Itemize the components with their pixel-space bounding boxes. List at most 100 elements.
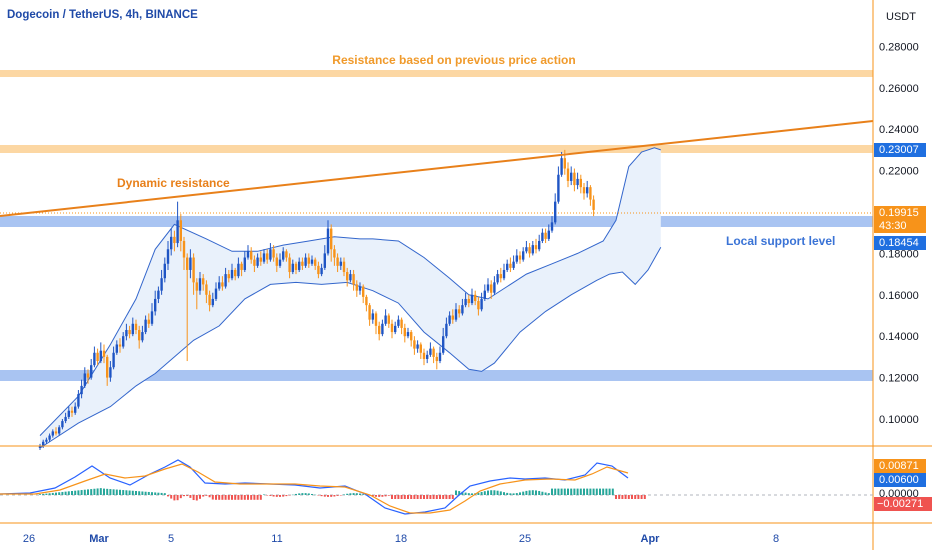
- candle-body: [211, 298, 214, 306]
- candle-body: [218, 282, 221, 289]
- candles-group: [38, 149, 595, 451]
- candle-body: [320, 267, 323, 275]
- candle-body: [227, 274, 230, 279]
- macd-histogram-bar: [592, 488, 595, 495]
- candle-body: [192, 257, 195, 283]
- macd-histogram-bar: [416, 495, 419, 499]
- time-tick-label: 11: [271, 533, 282, 545]
- macd-histogram-bar: [371, 495, 374, 497]
- dynamic-resistance-trendline[interactable]: [0, 120, 874, 217]
- macd-histogram-bar: [391, 495, 393, 499]
- candle-body: [256, 257, 259, 266]
- time-tick-label: 8: [773, 533, 779, 545]
- macd-histogram-bar: [208, 495, 211, 498]
- macd-histogram-bar: [64, 491, 67, 495]
- candle-body: [413, 340, 416, 349]
- candle-body: [93, 352, 96, 366]
- macd-histogram-bar: [112, 489, 115, 495]
- candle-body: [467, 298, 470, 304]
- candle-body: [141, 332, 144, 341]
- macd-histogram-bar: [599, 488, 601, 495]
- candle-body: [394, 325, 397, 333]
- macd-histogram-bar: [352, 493, 355, 495]
- macd-histogram-bar: [55, 492, 57, 495]
- macd-histogram-bar: [323, 495, 326, 497]
- candle-body: [448, 315, 451, 324]
- candle-body: [224, 274, 227, 287]
- macd-histogram-bar: [439, 495, 441, 499]
- macd-histogram-bar: [611, 488, 614, 495]
- candle-body: [173, 236, 176, 244]
- macd-histogram-bar: [426, 495, 429, 499]
- candle-body: [250, 251, 253, 260]
- macd-histogram-bar: [387, 495, 390, 496]
- macd-histogram-bar: [128, 490, 131, 495]
- macd-histogram-bar: [151, 492, 153, 495]
- macd-histogram-bar: [349, 493, 352, 495]
- macd-line: [0, 459, 629, 515]
- macd-histogram-bar: [634, 495, 637, 499]
- time-tick-label: 26: [23, 533, 35, 545]
- candle-body: [253, 259, 256, 266]
- macd-histogram-bar: [627, 495, 630, 499]
- price-tick-label: 0.28000: [879, 41, 919, 53]
- candle-body: [342, 261, 346, 273]
- macd-histogram-bar: [407, 495, 409, 499]
- macd-histogram-bar: [42, 493, 45, 495]
- price-tick-label: 0.18000: [879, 248, 919, 260]
- candle-body: [528, 247, 531, 254]
- macd-histogram-bar: [125, 490, 128, 495]
- macd-histogram-bar: [119, 489, 121, 495]
- macd-histogram-bar: [496, 490, 499, 495]
- candle-body: [205, 284, 208, 295]
- candle-body: [304, 257, 307, 266]
- macd-histogram-bar: [131, 490, 134, 495]
- candle-body: [422, 352, 426, 359]
- price-tick-label: 0.22000: [879, 166, 919, 178]
- candle-body: [570, 172, 573, 181]
- candle-body: [493, 282, 496, 293]
- macd-histogram-bar: [160, 492, 163, 495]
- candle-body: [48, 435, 51, 440]
- candle-body: [269, 249, 272, 260]
- macd-histogram-bar: [544, 492, 547, 495]
- candle-body: [371, 313, 374, 320]
- macd-histogram-bar: [605, 488, 608, 495]
- macd-histogram-bar: [253, 495, 256, 500]
- candle-body: [451, 315, 454, 320]
- macd-histogram-bar: [336, 495, 339, 496]
- candle-body: [38, 445, 42, 448]
- candle-body: [64, 416, 67, 422]
- macd-histogram-bar: [141, 491, 144, 495]
- candle-body: [77, 394, 80, 407]
- candle-body: [45, 439, 48, 442]
- current-price-tag: 0.19915: [874, 206, 926, 220]
- macd-histogram-bar: [458, 491, 461, 495]
- candle-body: [115, 344, 118, 353]
- macd-histogram-bar: [608, 488, 611, 495]
- macd-histogram-bar: [263, 494, 265, 495]
- candle-body: [464, 298, 467, 306]
- currency-selector[interactable]: USDT: [886, 11, 916, 23]
- candle-body: [474, 294, 477, 302]
- candle-body: [454, 309, 458, 320]
- candle-body: [496, 274, 499, 283]
- candle-body: [109, 367, 112, 378]
- candle-body: [234, 269, 237, 277]
- top-resistance-annotation: Resistance based on previous price actio…: [332, 53, 575, 67]
- macd-histogram-bar: [381, 495, 384, 497]
- candle-body: [458, 309, 461, 314]
- macd-histogram-bar: [346, 493, 349, 495]
- candle-body: [70, 410, 74, 413]
- macd-histogram-bar: [467, 493, 470, 495]
- macd-histogram-bar: [640, 495, 643, 499]
- macd-histogram-bar: [51, 492, 54, 495]
- candle-body: [323, 253, 326, 268]
- candle-body: [80, 385, 83, 395]
- candle-body: [566, 168, 570, 181]
- macd-histogram-bar: [288, 495, 291, 496]
- candle-body: [86, 373, 90, 378]
- macd-histogram-bar: [573, 488, 576, 495]
- macd-histogram-bar: [541, 491, 544, 495]
- candle-body: [230, 269, 234, 279]
